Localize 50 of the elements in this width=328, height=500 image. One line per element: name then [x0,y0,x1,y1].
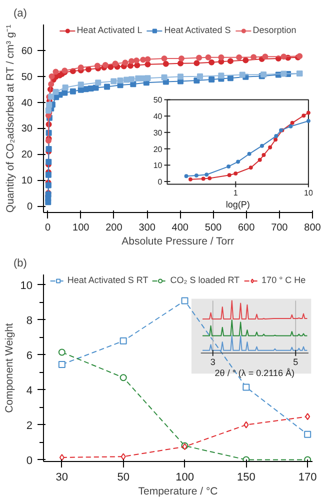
legend-label: CO₂ S loaded RT [170,275,240,285]
y-axis-title: Component Weight [3,323,16,413]
y-tick-label: 30 [21,124,33,135]
y-tick-label: 20 [153,144,163,154]
x-tick-label: 1 [233,188,238,198]
x-tick-label: 200 [106,222,123,234]
x-tick-label: 700 [271,222,288,234]
x-tick-label: 5 [293,357,298,368]
x-tick-label: 50 [117,472,130,484]
y-tick-label: 40 [153,112,163,122]
x-tick-label: 500 [204,222,222,234]
legend-label: Heat Activated S RT [67,275,148,285]
x-axis-title: 2θ / ° (λ = 0.2116 Å) [214,368,295,378]
x-tick-label: 3 [210,357,216,368]
legend-label: Desorption [252,25,296,35]
x-tick-label: 300 [138,222,156,234]
y-tick-label: 10 [21,176,33,187]
y-tick-label: 10 [20,280,33,292]
text: (b) [14,258,27,270]
y-tick-label: 40 [21,98,33,109]
x-tick-label: 600 [238,222,256,234]
y-tick-label: 60 [21,46,33,57]
y-tick-label: 10 [153,161,163,170]
x-axis-title: Absolute Pressure / Torr [122,236,235,248]
x-tick-label: 0 [45,222,52,234]
y-axis-title: Quantity of CO₂adsorbed at RT / cm³ g⁻¹ [4,24,16,213]
y-tick-label: 50 [21,72,33,83]
y-tick-label: 0 [26,454,33,467]
y-tick-label: 4 [26,384,33,397]
x-tick-label: 400 [172,222,189,234]
legend-label: 170 ° C He [262,275,306,285]
x-tick-label: 170 [298,472,317,484]
x-axis-title: log(P) [226,199,250,210]
x-tick-label: 150 [236,472,256,484]
legend-label: Heat Activated S [164,25,231,35]
x-axis-title: Temperature / °C [138,486,218,498]
x-tick-label: 30 [56,472,68,484]
x-tick-label: 800 [304,222,322,234]
legend-label: Heat Activated L [76,25,142,35]
y-tick-label: 30 [153,128,163,138]
y-tick-label: 2 [26,420,33,432]
x-tick-label: 100 [72,222,90,234]
y-tick-label: 20 [21,150,33,161]
y-tick-label: 0 [26,202,33,213]
x-tick-label: 100 [176,472,194,484]
y-tick-label: 8 [26,314,33,327]
y-tick-label: 0 [158,178,163,187]
y-tick-label: 50 [153,96,163,105]
y-tick-label: 6 [26,350,33,362]
text: (a) [14,8,27,20]
